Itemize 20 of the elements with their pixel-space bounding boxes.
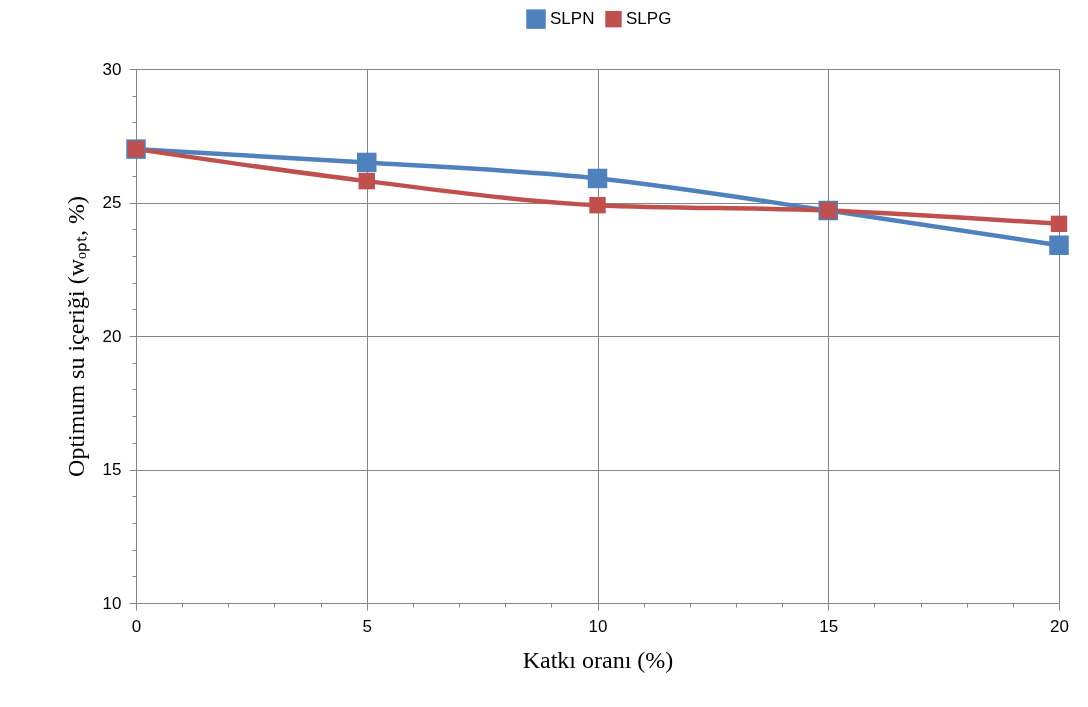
y-axis-title: Optimum su içeriği (wₒₚₜ, %) [62,196,90,477]
y-tick-label: 25 [102,193,122,212]
point [589,196,606,214]
x-tick-label: 0 [131,616,142,636]
point [357,152,377,173]
y-tick-label: 20 [102,326,122,346]
legend-label: SLPN [550,9,595,29]
point [1049,235,1069,255]
y-tick-label: 15 [102,460,122,479]
x-tick-label: 20 [1050,616,1069,636]
x-tick-label: 5 [362,616,372,636]
point [358,172,375,190]
point [1050,215,1068,233]
y-tick-label: 10 [102,593,122,613]
x-axis-title: Katkı oranı (%) [522,646,674,673]
x-tick-label: 15 [819,616,839,636]
x-tick-label: 10 [588,616,608,636]
y-tick-label: 30 [102,59,122,79]
point [587,168,608,189]
legend-label: SLPG [626,9,672,29]
